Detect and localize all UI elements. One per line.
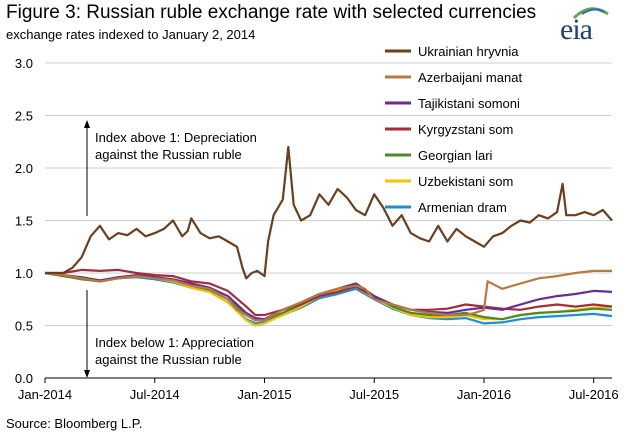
annotations: Index above 1: Depreciation against the R… xyxy=(84,120,257,378)
y-tick-label: 1.5 xyxy=(15,214,33,229)
legend: Ukrainian hryvnia Azerbaijani manat Tajiki… xyxy=(385,44,522,215)
x-tick-label: Jan-2015 xyxy=(237,387,291,402)
legend-label: Uzbekistani som xyxy=(418,174,513,189)
arrow-up-head xyxy=(84,120,90,128)
y-tick-label: 0.0 xyxy=(15,371,33,386)
legend-label: Azerbaijani manat xyxy=(418,70,522,85)
y-axis-ticks: 0.0 0.5 1.0 1.5 2.0 2.5 3.0 xyxy=(15,56,33,386)
x-tick-label: Jan-2016 xyxy=(457,387,511,402)
arrow-down-head xyxy=(84,370,90,378)
annotation-depreciation-line1: Index above 1: Depreciation xyxy=(95,130,257,145)
legend-label: Armenian dram xyxy=(418,200,507,215)
annotation-appreciation-line1: Index below 1: Appreciation xyxy=(95,335,254,350)
annotation-depreciation-line2: against the Russian ruble xyxy=(95,147,242,162)
annotation-appreciation-line2: against the Russian ruble xyxy=(95,352,242,367)
y-tick-label: 1.0 xyxy=(15,266,33,281)
legend-label: Kyrgyzstani som xyxy=(418,122,513,137)
y-tick-label: 3.0 xyxy=(15,56,33,71)
series-lines xyxy=(45,147,612,326)
series-line-ukrainian-hryvnia xyxy=(45,147,612,278)
x-tick-label: Jul-2014 xyxy=(130,387,180,402)
x-tick-label: Jul-2015 xyxy=(349,387,399,402)
legend-label: Tajikistani somoni xyxy=(418,96,520,111)
y-tick-label: 2.5 xyxy=(15,109,33,124)
x-tick-label: Jul-2016 xyxy=(569,387,619,402)
legend-label: Georgian lari xyxy=(418,148,493,163)
x-tick-label: Jan-2014 xyxy=(18,387,72,402)
y-tick-label: 2.0 xyxy=(15,161,33,176)
grid-lines xyxy=(45,63,612,378)
legend-label: Ukrainian hryvnia xyxy=(418,44,519,59)
x-axis-ticks: Jan-2014 Jul-2014 Jan-2015 Jul-2015 Jan-2016… xyxy=(18,378,619,402)
y-tick-label: 0.5 xyxy=(15,319,33,334)
